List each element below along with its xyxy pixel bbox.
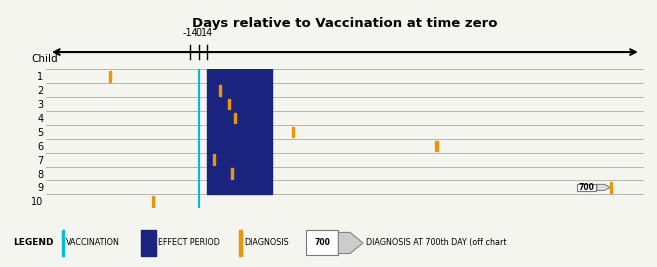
- Bar: [435, 140, 438, 151]
- Bar: [610, 182, 612, 193]
- Text: 700: 700: [314, 238, 330, 248]
- Bar: [207, 69, 272, 194]
- Bar: [219, 85, 221, 96]
- Text: 0: 0: [195, 28, 202, 38]
- Bar: [62, 230, 64, 256]
- FancyBboxPatch shape: [577, 184, 597, 191]
- Text: DIAGNOSIS: DIAGNOSIS: [244, 238, 288, 248]
- Bar: [234, 113, 237, 123]
- Text: DIAGNOSIS AT 700th DAY (off chart: DIAGNOSIS AT 700th DAY (off chart: [365, 238, 506, 248]
- Bar: [239, 230, 242, 256]
- Text: EFFECT PERIOD: EFFECT PERIOD: [158, 238, 220, 248]
- FancyBboxPatch shape: [306, 230, 338, 256]
- Text: 14: 14: [201, 28, 213, 38]
- Bar: [228, 99, 230, 109]
- Bar: [109, 71, 111, 82]
- Bar: [152, 196, 154, 207]
- Bar: [141, 230, 156, 256]
- Bar: [292, 127, 294, 137]
- Text: LEGEND: LEGEND: [13, 238, 54, 248]
- Text: VACCINATION: VACCINATION: [66, 238, 120, 248]
- Text: Days relative to Vaccination at time zero: Days relative to Vaccination at time zer…: [193, 17, 497, 30]
- FancyArrow shape: [338, 232, 363, 254]
- Text: 700: 700: [579, 183, 595, 192]
- FancyArrow shape: [597, 184, 610, 190]
- Bar: [231, 168, 233, 179]
- Text: -14: -14: [182, 28, 198, 38]
- Text: Child: Child: [31, 54, 58, 64]
- Bar: [213, 154, 215, 165]
